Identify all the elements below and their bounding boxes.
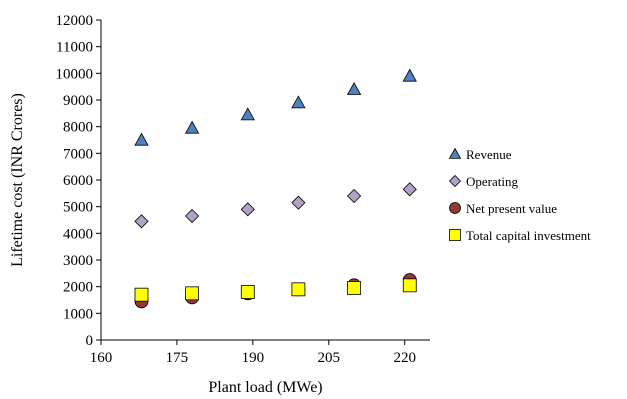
x-tick-label: 160 <box>90 350 113 366</box>
y-tick-label: 5000 <box>63 200 93 216</box>
x-tick-label: 220 <box>393 350 416 366</box>
x-tick-label: 205 <box>318 350 341 366</box>
legend-box <box>441 141 627 253</box>
legend-marker <box>449 202 461 214</box>
series-revenue <box>134 68 417 146</box>
y-tick-label: 2000 <box>63 280 93 296</box>
data-point <box>134 214 149 229</box>
legend-label: Net present value <box>466 201 557 216</box>
series-net-present-value <box>134 273 417 309</box>
data-point <box>134 132 149 146</box>
x-tick-label: 190 <box>242 350 265 366</box>
x-axis-label: Plant load (MWe) <box>208 379 322 396</box>
data-point <box>134 287 149 302</box>
data-point <box>347 281 361 295</box>
legend-marker <box>448 147 462 159</box>
y-tick-label: 12000 <box>56 13 94 29</box>
data-point <box>291 95 306 109</box>
data-point <box>240 285 255 299</box>
data-point <box>184 120 200 134</box>
data-point <box>346 82 362 95</box>
data-point <box>185 286 200 301</box>
data-point <box>402 68 417 82</box>
y-tick-label: 1000 <box>63 306 93 322</box>
y-axis-label: Lifetime cost (INR Crores) <box>9 93 26 267</box>
axes: 0 1000 2000 3000 4000 5000 6000 7000 8000 9000 100… <box>56 13 430 366</box>
y-tick-label: 7000 <box>63 146 93 162</box>
y-tick-label: 10000 <box>56 66 94 82</box>
data-point <box>240 202 255 217</box>
data-point <box>185 208 200 224</box>
y-tick-label: 0 <box>86 333 94 349</box>
data-point <box>291 195 306 210</box>
legend: Revenue Operating Net present value Total c… <box>441 141 627 253</box>
series-operating <box>134 182 417 229</box>
y-tick-label: 11000 <box>56 40 93 56</box>
x-tick-label: 175 <box>166 350 189 366</box>
data-point <box>402 182 417 197</box>
legend-label: Revenue <box>466 147 512 162</box>
legend-marker <box>448 174 462 188</box>
y-tick-label: 6000 <box>63 173 93 189</box>
data-marks <box>134 68 417 309</box>
y-tick-label: 3000 <box>63 253 93 269</box>
y-tick-label: 8000 <box>63 120 93 136</box>
y-tick-label: 9000 <box>63 93 93 109</box>
y-tick-label: 4000 <box>63 226 93 242</box>
legend-label: Total capital investment <box>466 228 591 243</box>
data-point <box>240 107 255 121</box>
data-point <box>291 282 306 297</box>
legend-marker <box>449 229 461 241</box>
series-total-capital-investment <box>134 278 417 302</box>
data-point <box>402 278 417 293</box>
data-point <box>347 188 362 204</box>
legend-label: Operating <box>466 174 518 189</box>
